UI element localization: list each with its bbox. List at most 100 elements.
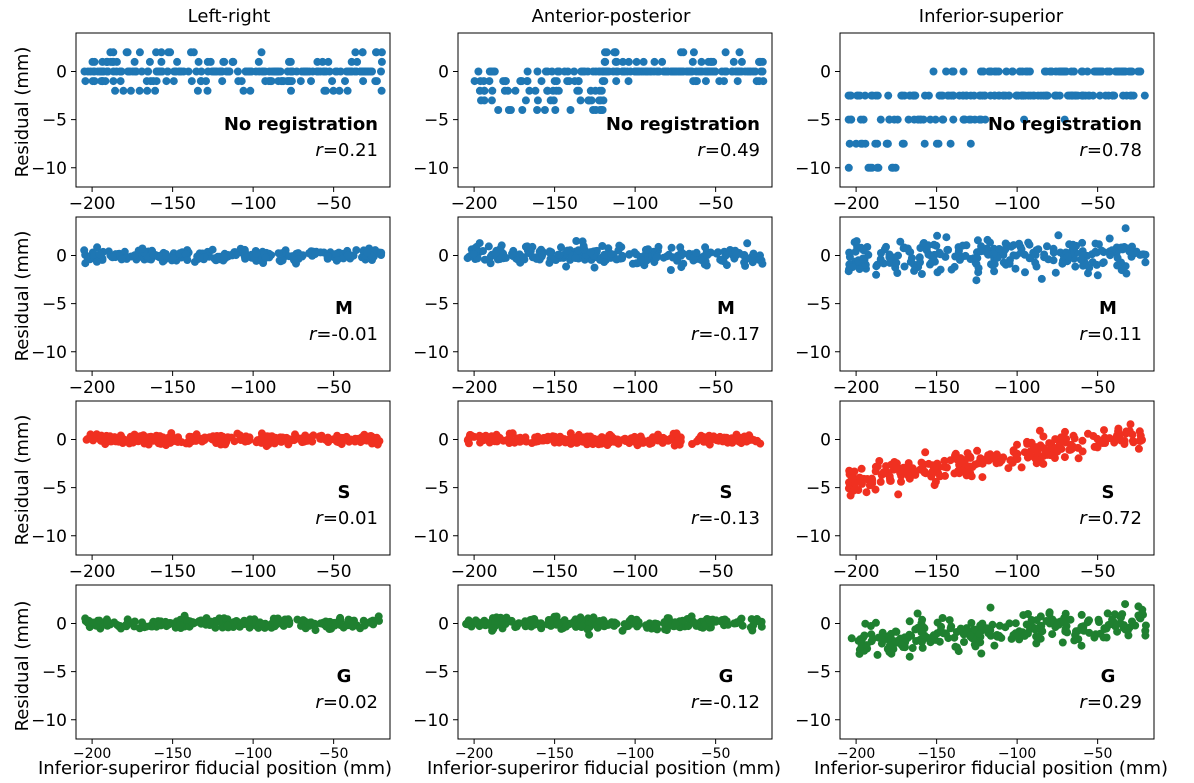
data-point xyxy=(223,621,232,630)
y-tick-label: 0 xyxy=(820,615,831,635)
data-point xyxy=(316,67,325,76)
data-point xyxy=(339,623,348,632)
data-point xyxy=(562,622,571,631)
data-point xyxy=(95,616,104,625)
data-point xyxy=(565,77,574,86)
data-point xyxy=(572,433,580,442)
data-point xyxy=(81,77,90,86)
data-point xyxy=(1093,271,1102,280)
x-tick-label: −150 xyxy=(913,378,960,398)
data-point xyxy=(146,433,155,442)
data-point xyxy=(580,433,589,442)
data-point xyxy=(905,652,914,661)
data-point xyxy=(666,266,675,274)
data-point xyxy=(852,139,861,148)
data-point xyxy=(335,86,344,95)
data-point xyxy=(1002,67,1011,76)
data-point xyxy=(933,231,942,240)
data-point xyxy=(343,86,352,95)
data-point xyxy=(740,251,749,259)
data-point xyxy=(667,243,676,252)
data-point xyxy=(597,86,606,95)
data-point xyxy=(663,67,672,76)
data-point xyxy=(143,67,152,76)
data-point xyxy=(543,86,552,95)
data-point xyxy=(1105,234,1114,243)
data-point xyxy=(1113,627,1122,636)
data-point xyxy=(230,437,239,446)
data-point xyxy=(285,57,293,66)
data-point xyxy=(979,67,988,76)
data-point xyxy=(306,619,315,628)
data-point xyxy=(871,467,880,476)
panel-label: S xyxy=(720,482,733,503)
data-point xyxy=(300,67,309,76)
data-point xyxy=(1115,67,1124,76)
y-tick-label: 0 xyxy=(56,431,67,451)
data-point xyxy=(607,250,616,258)
correlation-label: r=0.72 xyxy=(1079,508,1142,529)
panel-label: M xyxy=(717,298,735,319)
data-point xyxy=(484,242,493,251)
data-point xyxy=(552,86,561,95)
data-point xyxy=(1060,453,1069,462)
data-point xyxy=(871,139,880,148)
data-point xyxy=(117,67,126,76)
x-tick-label: −100 xyxy=(994,562,1041,582)
data-point xyxy=(1085,263,1094,272)
data-point xyxy=(929,67,938,76)
panel-s-inferior-superior: 0 −5 −10−200 −150 −100 −50 Sr=0.72 xyxy=(795,400,1155,582)
data-point xyxy=(984,451,993,460)
data-point xyxy=(850,467,859,476)
data-point xyxy=(959,91,967,100)
data-point xyxy=(182,616,191,624)
data-point xyxy=(897,91,906,100)
data-point xyxy=(1118,610,1127,619)
data-point xyxy=(155,67,164,76)
data-point xyxy=(189,48,198,57)
data-point xyxy=(900,262,909,271)
x-tick-label: −100 xyxy=(230,194,277,214)
data-point xyxy=(492,613,501,622)
data-point xyxy=(270,439,279,448)
data-point xyxy=(886,258,894,267)
data-point xyxy=(751,67,760,76)
data-point xyxy=(145,57,154,66)
data-point xyxy=(672,67,681,76)
data-point xyxy=(1134,444,1143,453)
data-point xyxy=(296,77,305,86)
data-point xyxy=(129,438,138,447)
data-point xyxy=(632,259,641,268)
data-point xyxy=(917,270,926,278)
data-point xyxy=(741,67,750,76)
data-point xyxy=(169,77,178,86)
data-point xyxy=(892,627,901,636)
x-tick-label: −100 xyxy=(612,378,659,398)
data-point xyxy=(1106,251,1115,260)
points-g-left-right xyxy=(81,611,383,635)
data-point xyxy=(313,57,322,66)
data-point xyxy=(679,249,688,258)
data-point xyxy=(673,254,682,263)
data-point xyxy=(1011,264,1020,273)
data-point xyxy=(220,57,229,66)
data-point xyxy=(508,249,517,258)
data-point xyxy=(598,242,607,250)
data-point xyxy=(1019,91,1028,100)
data-point xyxy=(893,115,902,124)
correlation-label: r=0.29 xyxy=(1079,692,1142,713)
x-tick-label: −100 xyxy=(994,378,1041,398)
data-point xyxy=(1050,454,1059,462)
data-point xyxy=(323,436,332,444)
points-no-registration-left-right xyxy=(80,48,386,95)
data-point xyxy=(1059,618,1068,627)
correlation-label: r=0.78 xyxy=(1079,140,1142,161)
data-point xyxy=(124,67,133,76)
data-point xyxy=(1049,248,1058,257)
data-point xyxy=(973,236,982,245)
data-point xyxy=(978,473,987,482)
data-point xyxy=(533,106,542,114)
data-point xyxy=(573,86,582,95)
